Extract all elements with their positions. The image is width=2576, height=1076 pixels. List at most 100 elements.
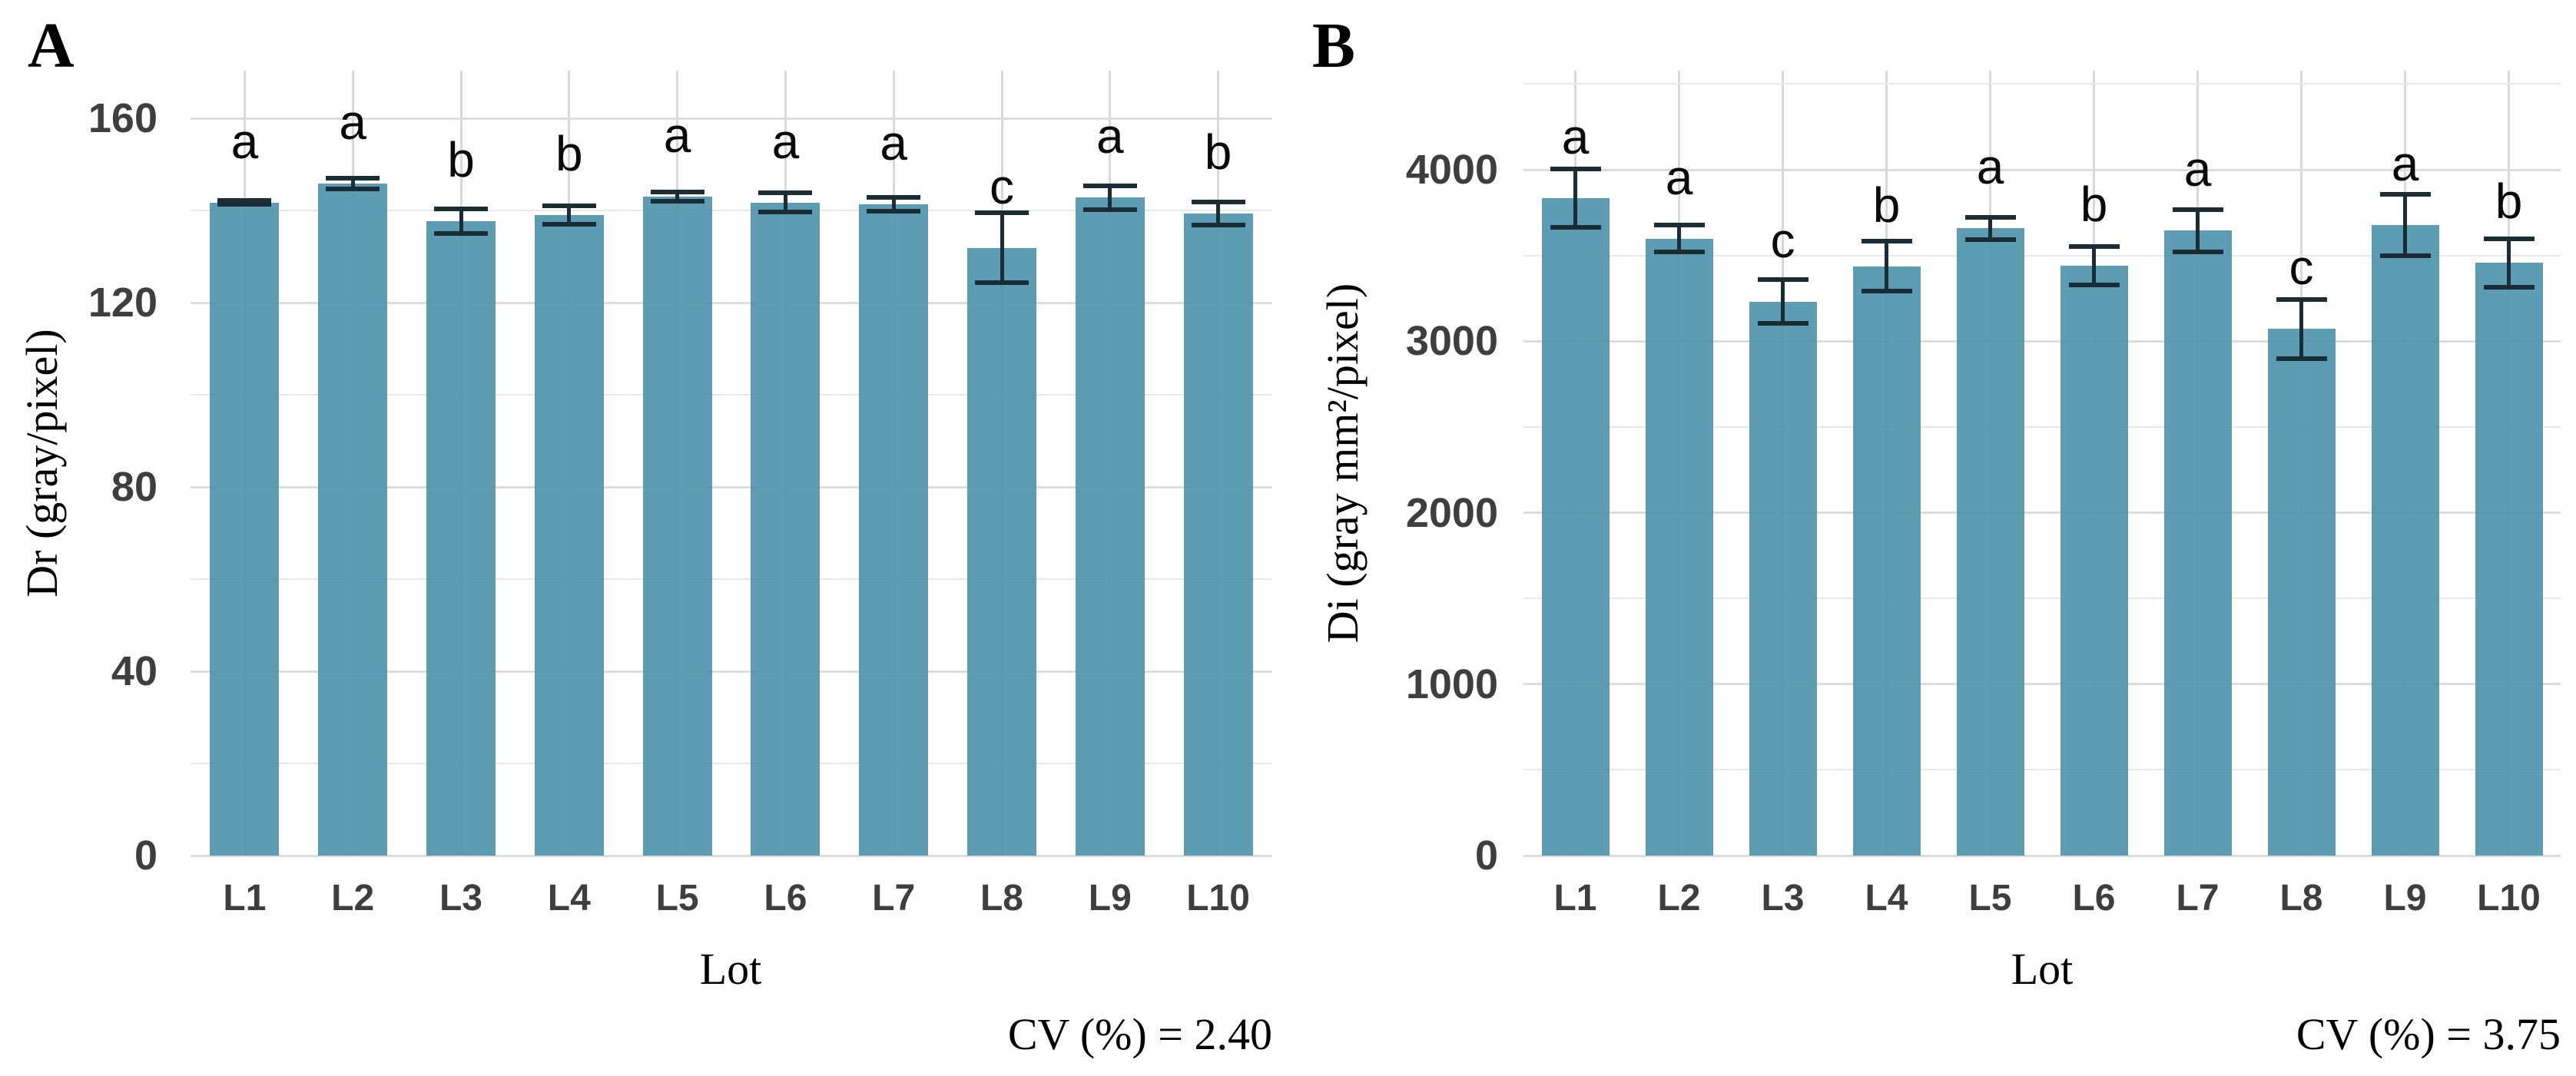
error-bar-cap — [326, 176, 380, 180]
minor-gridline — [191, 578, 1272, 580]
minor-gridline — [191, 210, 1272, 211]
bar-L3 — [426, 220, 496, 856]
error-bar-stem — [675, 192, 680, 201]
bar-L1 — [210, 202, 280, 856]
error-bar-stem — [2196, 209, 2200, 252]
major-gridline — [191, 485, 1272, 488]
bar-L7 — [859, 204, 929, 856]
error-bar-cap — [650, 190, 705, 194]
error-bar-stem — [2092, 247, 2096, 286]
error-bar-stem — [1781, 280, 1785, 324]
error-bar-stem — [1108, 185, 1112, 210]
y-tick-label: 4000 — [1405, 147, 1498, 193]
x-tick-label-L1: L1 — [223, 878, 267, 919]
error-bar-stem — [2299, 299, 2303, 359]
x-tick-label-L4: L4 — [1865, 878, 1908, 919]
error-bar-stem — [891, 197, 896, 212]
error-bar-stem — [1885, 241, 1888, 292]
major-gridline — [1523, 512, 2561, 514]
panel-a-x-axis-title: Lot — [699, 944, 762, 994]
error-bar-cap — [758, 190, 813, 196]
error-bar-cap — [2172, 207, 2223, 212]
major-gridline — [1523, 683, 2561, 686]
sig-letter-L10: b — [2495, 174, 2523, 230]
sig-letter-L4: b — [1872, 177, 1901, 233]
y-tick-label: 1000 — [1405, 660, 1498, 707]
bar-L7 — [2163, 230, 2232, 856]
error-bar-stem — [1216, 202, 1221, 226]
error-bar-cap — [1757, 321, 1809, 326]
error-bar-stem — [567, 206, 572, 224]
error-bar-cap — [867, 195, 921, 200]
minor-gridline — [191, 763, 1272, 764]
error-bar-cap — [1964, 214, 2016, 220]
sig-letter-L1: a — [230, 113, 259, 169]
error-bar-cap — [1550, 224, 1601, 230]
error-bar-stem — [2403, 194, 2407, 257]
error-bar-cap — [2379, 191, 2431, 197]
sig-letter-L9: a — [1096, 108, 1124, 164]
x-tick-label-L2: L2 — [331, 878, 375, 919]
error-bar-cap — [2276, 296, 2327, 302]
error-bar-cap — [1082, 207, 1137, 212]
error-bar-cap — [2068, 244, 2120, 250]
bar-L4 — [1852, 266, 1921, 856]
bar-L6 — [751, 202, 821, 856]
error-bar-cap — [650, 199, 705, 204]
major-gridline — [191, 301, 1272, 304]
bar-L10 — [1183, 214, 1253, 856]
bar-L2 — [1645, 238, 1713, 856]
bar-L3 — [1749, 301, 1817, 856]
error-bar-stem — [2507, 238, 2511, 287]
x-tick-label-L4: L4 — [547, 878, 591, 919]
x-tick-label-L8: L8 — [980, 878, 1023, 919]
major-gridline — [191, 670, 1272, 673]
error-bar-cap — [975, 280, 1029, 286]
bar-L8 — [2267, 329, 2336, 856]
error-bar-stem — [1000, 213, 1004, 283]
sig-letter-L4: b — [555, 126, 583, 181]
error-bar-cap — [434, 231, 488, 236]
error-bar-cap — [867, 209, 921, 214]
major-gridline — [1523, 339, 2561, 343]
sig-letter-L5: a — [1976, 139, 2004, 195]
error-bar-stem — [1988, 217, 1992, 240]
bar-L9 — [2371, 225, 2439, 856]
x-tick-label-L5: L5 — [1968, 878, 2012, 919]
error-bar-cap — [2379, 253, 2431, 259]
x-tick-label-L9: L9 — [2383, 878, 2427, 919]
y-tick-label: 2000 — [1405, 489, 1498, 536]
panel-b-x-axis-title: Lot — [2011, 944, 2074, 994]
sig-letter-L5: a — [663, 108, 691, 163]
error-bar-cap — [975, 210, 1029, 215]
minor-gridline — [1523, 425, 2561, 428]
error-bar-cap — [1550, 166, 1601, 171]
error-bar-cap — [542, 204, 596, 208]
error-bar-cap — [434, 206, 488, 211]
bar-L1 — [1541, 197, 1610, 856]
x-tick-label-L1: L1 — [1553, 878, 1597, 919]
x-tick-label-L9: L9 — [1088, 878, 1132, 919]
sig-letter-L10: b — [1204, 124, 1232, 180]
x-tick-label-L5: L5 — [655, 878, 699, 919]
panel-b-cv-note: CV (%) = 3.75 — [2296, 1009, 2561, 1059]
y-tick-label: 80 — [111, 464, 157, 510]
sig-letter-L3: c — [1770, 212, 1795, 268]
major-gridline — [191, 854, 1272, 857]
x-tick-label-L10: L10 — [2477, 878, 2541, 919]
error-bar-stem — [1677, 225, 1681, 253]
x-tick-label-L2: L2 — [1657, 878, 1701, 919]
x-tick-label-L10: L10 — [1186, 878, 1250, 919]
error-bar-stem — [350, 178, 355, 190]
error-bar-cap — [1082, 183, 1137, 188]
minor-gridline — [191, 394, 1272, 396]
error-bar-cap — [758, 210, 813, 215]
bar-L8 — [967, 247, 1036, 856]
x-tick-label-L6: L6 — [764, 878, 807, 919]
y-tick-label: 0 — [1474, 833, 1498, 879]
major-gridline — [1523, 168, 2561, 171]
minor-gridline — [1523, 598, 2561, 600]
bar-L10 — [2475, 263, 2543, 856]
panel-a-cv-note: CV (%) = 2.40 — [1007, 1009, 1272, 1059]
